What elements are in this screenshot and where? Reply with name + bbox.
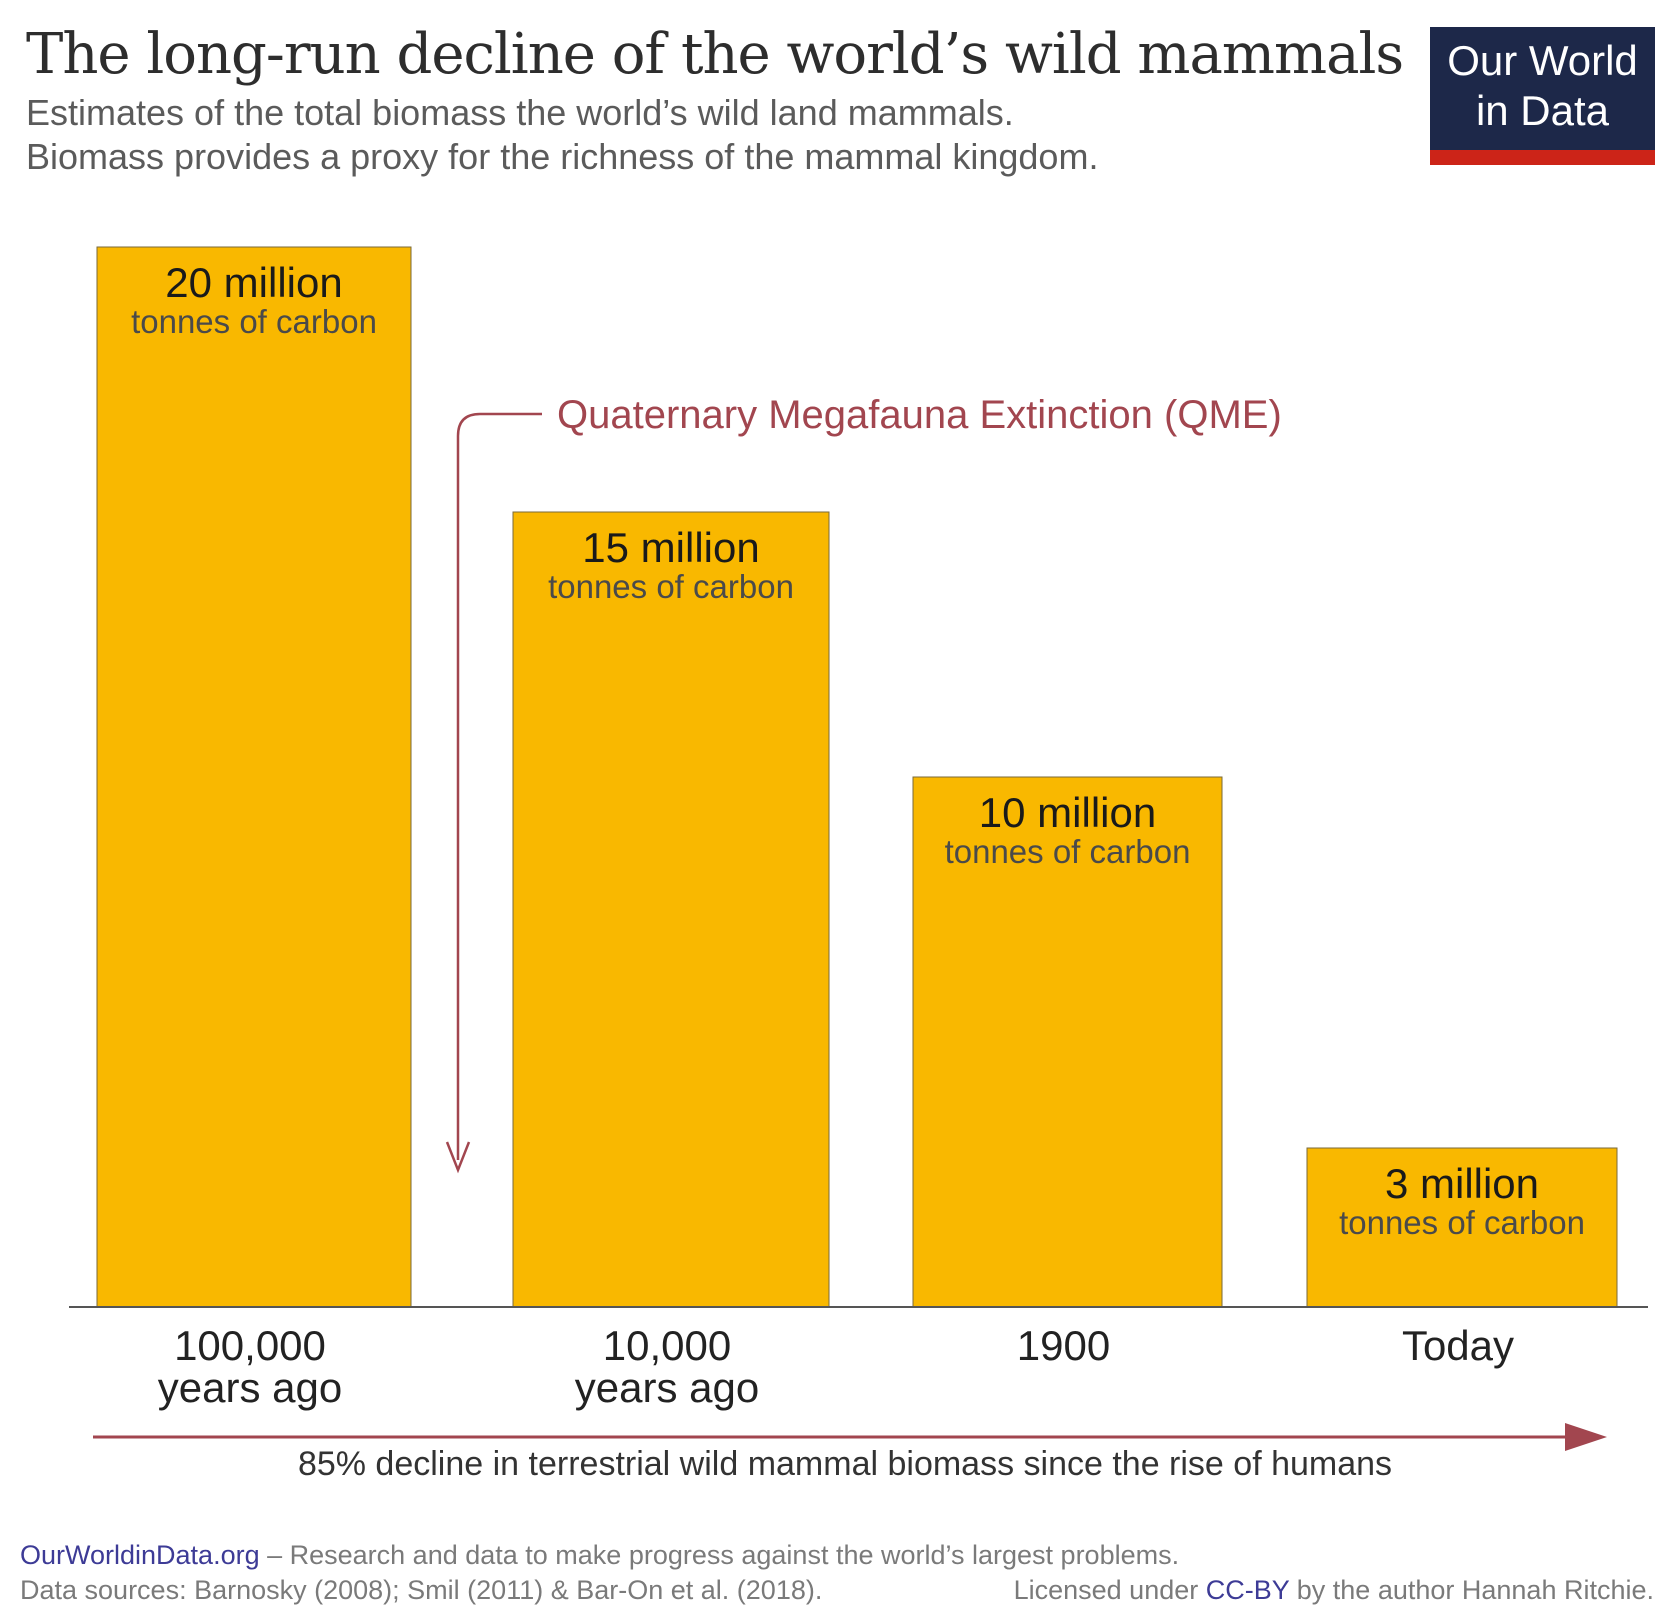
decline-label: 85% decline in terrestrial wild mammal b… (298, 1445, 1392, 1483)
bar-value-label: 20 million (165, 259, 342, 306)
license-suffix: by the author Hannah Ritchie. (1289, 1575, 1654, 1605)
license-link[interactable]: CC-BY (1205, 1575, 1290, 1605)
license-text: Licensed under CC-BY by the author Hanna… (1014, 1575, 1654, 1606)
decline-arrowhead (1565, 1423, 1607, 1451)
x-tick-label: 1900 (1017, 1322, 1110, 1369)
x-tick-label: years ago (575, 1364, 759, 1411)
footer-line-1: OurWorldinData.org – Research and data t… (20, 1540, 1179, 1571)
bar (96, 246, 412, 1308)
qme-arrowhead (445, 1141, 471, 1174)
site-link[interactable]: OurWorldinData.org (20, 1540, 260, 1570)
tagline: – Research and data to make progress aga… (259, 1540, 1180, 1570)
x-tick-label: 100,000 (174, 1322, 326, 1369)
bar-unit-label: tonnes of carbon (945, 833, 1191, 870)
bar-value-label: 3 million (1385, 1160, 1539, 1207)
x-tick-label: 10,000 (603, 1322, 731, 1369)
subtitle-line-1: Estimates of the total biomass the world… (26, 92, 1014, 133)
logo-line-1: Our World (1447, 37, 1638, 84)
qme-arrow-line (456, 412, 542, 1160)
bar-unit-label: tonnes of carbon (131, 303, 377, 340)
sources-text: Data sources: Barnosky (2008); Smil (201… (20, 1575, 823, 1605)
subtitle-line-2: Biomass provides a proxy for the richnes… (26, 136, 1099, 177)
logo-red-bar (1430, 150, 1655, 165)
bar-value-label: 15 million (582, 524, 759, 571)
x-tick-label: years ago (158, 1364, 342, 1411)
qme-annotation-label: Quaternary Megafauna Extinction (QME) (557, 393, 1282, 437)
chart-title: The long-run decline of the world’s wild… (26, 22, 1404, 87)
bar-unit-label: tonnes of carbon (1339, 1204, 1585, 1241)
bar-value-label: 10 million (979, 789, 1156, 836)
bar (1306, 1147, 1618, 1308)
owid-logo[interactable]: Our World in Data (1430, 27, 1655, 165)
x-tick-label: Today (1402, 1322, 1514, 1369)
license-prefix: Licensed under (1013, 1575, 1206, 1605)
bar (512, 511, 830, 1308)
logo-line-2: in Data (1475, 87, 1610, 134)
bar (912, 776, 1223, 1308)
bar-unit-label: tonnes of carbon (548, 568, 794, 605)
